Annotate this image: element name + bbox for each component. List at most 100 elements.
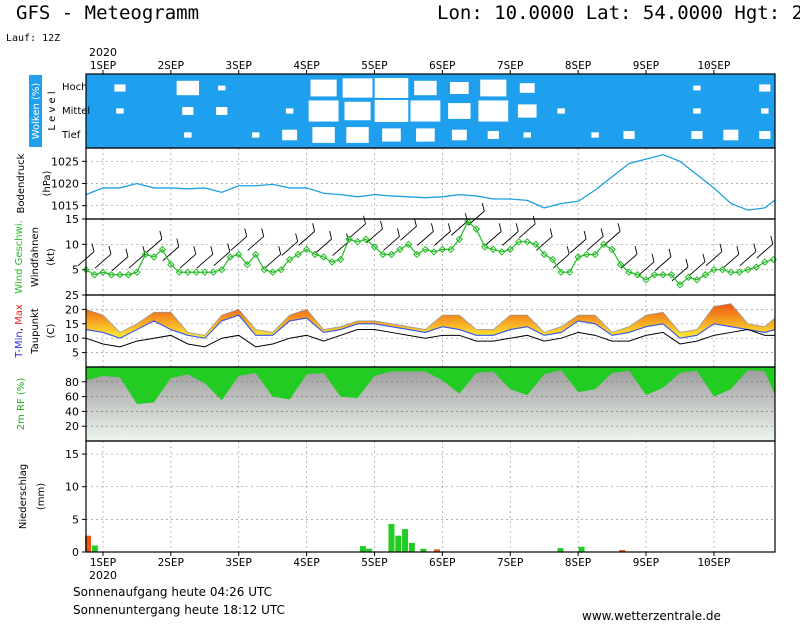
wind-barb: [569, 238, 587, 254]
temperature-ytick-label: 10: [65, 332, 79, 345]
wind-point: [515, 238, 523, 246]
wind-point: [260, 265, 268, 274]
pressure-ylabel: Bodendruck: [16, 153, 27, 213]
precip-ylabel: Niederschlag: [18, 464, 29, 529]
run-label: Lauf: 12Z: [6, 33, 61, 44]
wind-point: [107, 271, 116, 279]
cloud-cell: [448, 103, 471, 119]
wind-barb: [247, 236, 265, 251]
wind-point: [421, 245, 430, 254]
wind-barb: [145, 238, 163, 254]
wind-barb-flag: [227, 243, 231, 252]
temperature-ylabel: Taupunkt: [30, 308, 41, 355]
wind-point: [684, 273, 693, 281]
day-label-bottom: 2SEP: [158, 556, 185, 569]
day-label-bottom: 3SEP: [225, 556, 252, 569]
day-label-bottom: 4SEP: [293, 556, 320, 569]
wind-point: [540, 250, 548, 259]
wind-point: [676, 281, 684, 289]
wind-barb: [162, 246, 180, 261]
wind-ytick-label: 5: [72, 264, 79, 277]
wind-point: [150, 253, 158, 261]
pressure-ytick-label: 1020: [51, 178, 79, 191]
wind-point: [557, 268, 565, 276]
wind-point: [218, 265, 226, 274]
cloud-cell: [591, 132, 599, 138]
wind-barb: [756, 243, 774, 259]
cloud-cell: [374, 78, 409, 98]
wind-point: [345, 235, 353, 243]
cloud-cell: [251, 132, 260, 138]
wind-point: [116, 271, 124, 279]
wind-point: [362, 235, 370, 243]
cloud-cell: [693, 85, 701, 91]
wind-point: [659, 271, 667, 279]
cloud-cell: [480, 79, 507, 97]
wind-ylabel-group: Wind Geschwi.: [14, 220, 25, 293]
temperature-ylabel-group: Taupunkt: [30, 308, 41, 355]
precip-bar: [359, 546, 366, 552]
wind-point: [167, 260, 175, 269]
precip-bar: [85, 535, 92, 552]
wind-barb-flag: [447, 223, 451, 232]
cloud-cell: [410, 100, 441, 122]
wind-barb: [128, 253, 146, 269]
wind-barb: [315, 238, 332, 254]
cloud-cell: [285, 108, 294, 114]
humidity-ylabel-group: 2m RF (%): [16, 378, 27, 431]
pressure-ylabel-group: (hPa): [42, 170, 53, 196]
wind-point: [447, 245, 455, 254]
wind-barb-flag: [532, 215, 536, 224]
humidity-ytick-label: 40: [65, 405, 79, 418]
cloud-cell: [374, 100, 409, 122]
cloud-cell: [344, 101, 371, 121]
wind-barb: [94, 253, 112, 269]
precip-ytick-label: 15: [65, 448, 79, 461]
wind-point: [565, 268, 574, 276]
wind-point: [387, 250, 396, 259]
temperature-ylabel: (C): [46, 324, 57, 339]
day-label-top: 7SEP: [497, 59, 524, 72]
wind-barb: [332, 241, 349, 256]
pressure-ylabel: (hPa): [42, 170, 53, 196]
wind-barb-flag: [685, 258, 689, 267]
wind-point: [548, 255, 557, 264]
wind-point: [370, 243, 379, 251]
cloud-cell: [346, 127, 369, 143]
wind-ylabel: Wind Geschwi.: [14, 220, 25, 293]
wind-barb-flag: [600, 228, 604, 237]
wind-barb: [637, 261, 655, 277]
day-label-bottom: 5SEP: [361, 556, 388, 569]
wind-barb: [451, 220, 468, 236]
wind-barb: [383, 236, 400, 251]
wind-barb-flag: [363, 215, 366, 224]
precip-bar: [557, 548, 564, 552]
day-label-top: 2SEP: [158, 59, 185, 72]
day-label-top: 4SEP: [293, 59, 320, 72]
day-label-bottom: 10SEP: [697, 556, 730, 569]
cloud-cell: [693, 108, 701, 114]
wind-barb: [705, 251, 723, 267]
precip-bar: [388, 523, 395, 552]
wind-barb-flag: [770, 235, 774, 245]
wind-point: [158, 245, 167, 254]
wind-barb-flag: [481, 203, 485, 212]
precip-ylabel: (mm): [36, 483, 47, 510]
humidity-ytick-label: 60: [65, 391, 79, 404]
cloud-cell: [416, 128, 435, 142]
wind-barb-flag: [668, 248, 672, 257]
cloud-cell: [759, 84, 771, 92]
wind-barb-flag: [498, 223, 502, 232]
wind-point: [353, 238, 362, 246]
day-label-top: 1SEP: [90, 59, 117, 72]
cloud-cell: [216, 107, 228, 115]
temp-max-line: [85, 303, 776, 336]
wind-barb-flag: [736, 246, 740, 255]
wind-ylabel: (kt): [46, 248, 57, 266]
wind-point: [396, 245, 404, 254]
wind-point: [413, 250, 421, 259]
cloud-cell: [116, 108, 124, 114]
wind-point: [718, 265, 727, 274]
temp-ylabel: T-Min, Max: [14, 304, 25, 359]
wind-barb-flag: [617, 223, 621, 232]
